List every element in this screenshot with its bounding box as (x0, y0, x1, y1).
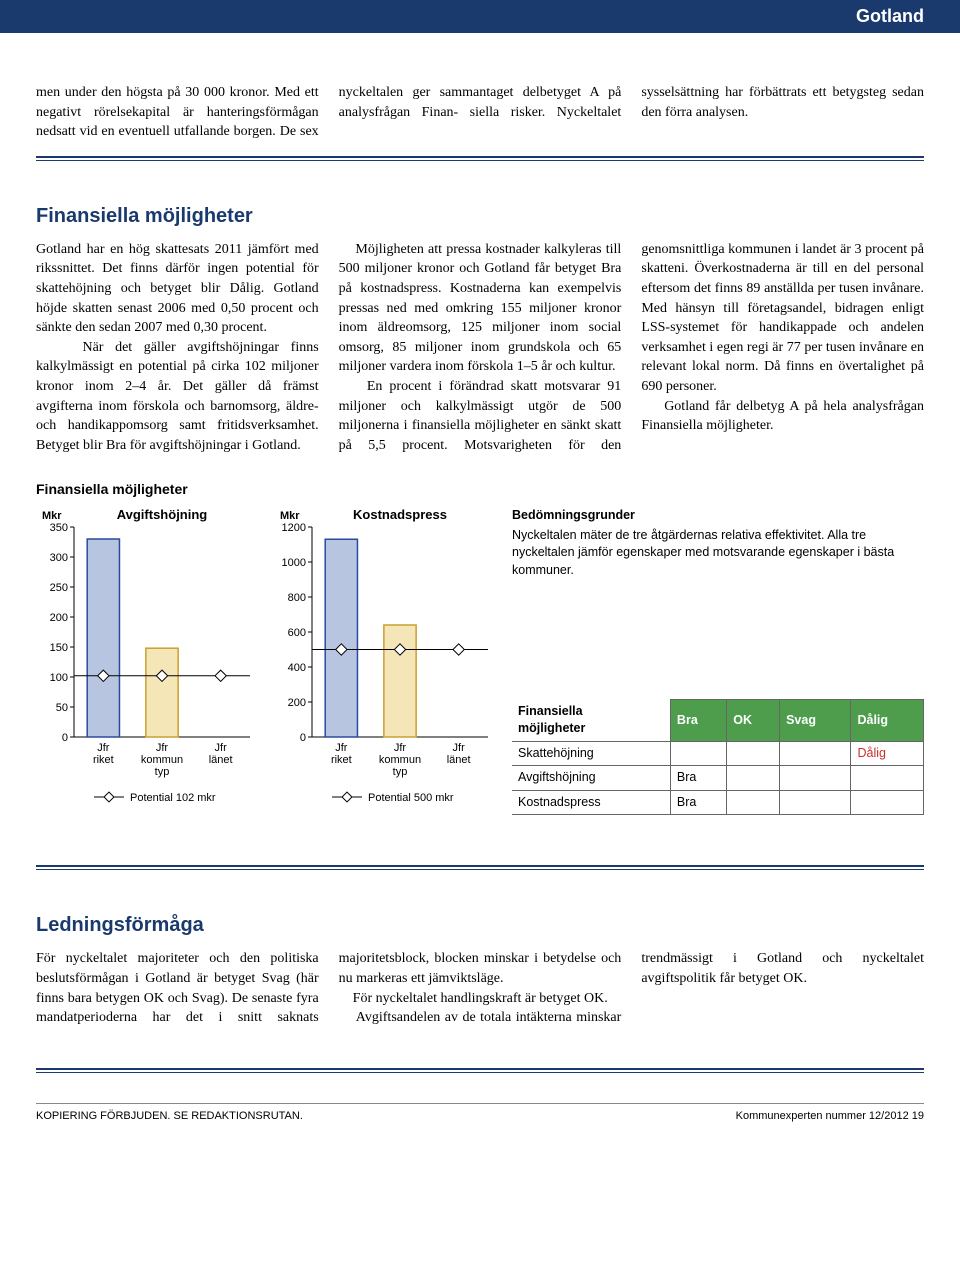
page-footer: KOPIERING FÖRBJUDEN. SE REDAKTIONSRUTAN.… (36, 1103, 924, 1122)
chart-avgiftshojning: Avgiftshöjning Mkr 0 50 100 150 200 250 300 350 Jf… (36, 507, 256, 807)
sidebox: Bedömningsgrunder Nyckeltalen mäter de t… (512, 507, 924, 815)
intro-text: men under den högsta på 30 000 kronor. M… (36, 85, 924, 139)
svg-text:Potential 500 mkr: Potential 500 mkr (368, 792, 454, 804)
svg-text:kommun: kommun (141, 754, 183, 766)
svg-text:0: 0 (62, 732, 68, 744)
svg-text:Jfr: Jfr (97, 742, 110, 754)
header-region-bar: Gotland (0, 0, 960, 33)
assessment-table: FinansiellamöjligheterBraOKSvagDåligSkat… (512, 699, 924, 815)
region-name: Gotland (856, 6, 924, 26)
figure-block: Finansiella möjligheter Avgiftshöjning Mk… (36, 481, 924, 815)
svg-text:350: 350 (50, 522, 68, 534)
svg-text:50: 50 (56, 702, 68, 714)
svg-text:Avgiftshöjning: Avgiftshöjning (117, 507, 208, 522)
svg-text:Potential 102 mkr: Potential 102 mkr (130, 792, 216, 804)
svg-text:200: 200 (50, 612, 68, 624)
svg-text:Mkr: Mkr (280, 510, 300, 522)
svg-text:länet: länet (209, 754, 233, 766)
svg-text:Jfr: Jfr (394, 742, 407, 754)
svg-text:riket: riket (331, 754, 352, 766)
section-title-ledning: Ledningsförmåga (36, 914, 924, 937)
svg-text:800: 800 (288, 592, 306, 604)
chart-kostnadspress: Kostnadspress Mkr 0 200 400 600 800 1000 1200 Jfr… (274, 507, 494, 807)
svg-text:600: 600 (288, 627, 306, 639)
figure-title: Finansiella möjligheter (36, 481, 924, 497)
svg-text:typ: typ (393, 766, 408, 778)
svg-text:250: 250 (50, 582, 68, 594)
svg-text:300: 300 (50, 552, 68, 564)
rule-divider-3 (36, 1068, 924, 1073)
svg-text:riket: riket (93, 754, 114, 766)
intro-paragraph: men under den högsta på 30 000 kronor. M… (36, 83, 924, 142)
svg-text:200: 200 (288, 697, 306, 709)
section-title-finansiella: Finansiella möjligheter (36, 205, 924, 228)
svg-text:1200: 1200 (282, 522, 306, 534)
svg-text:100: 100 (50, 672, 68, 684)
section2-body: För nyckeltalet majoriteter och den poli… (36, 949, 924, 1027)
svg-text:Jfr: Jfr (335, 742, 348, 754)
svg-text:1000: 1000 (282, 557, 306, 569)
svg-text:länet: länet (447, 754, 471, 766)
svg-text:Jfr: Jfr (453, 742, 466, 754)
svg-text:kommun: kommun (379, 754, 421, 766)
footer-right: Kommunexperten nummer 12/2012 19 (736, 1110, 924, 1122)
rule-divider-2 (36, 865, 924, 870)
svg-text:150: 150 (50, 642, 68, 654)
svg-text:Jfr: Jfr (215, 742, 228, 754)
svg-text:Kostnadspress: Kostnadspress (353, 507, 447, 522)
svg-text:typ: typ (155, 766, 170, 778)
section1-body: Gotland har en hög skattesats 2011 jämfö… (36, 240, 924, 456)
svg-text:0: 0 (300, 732, 306, 744)
svg-text:400: 400 (288, 662, 306, 674)
footer-left: KOPIERING FÖRBJUDEN. SE REDAKTIONSRUTAN. (36, 1110, 303, 1122)
svg-text:Mkr: Mkr (42, 510, 62, 522)
side-title: Bedömningsgrunder (512, 507, 924, 525)
side-text: Nyckeltalen mäter de tre åtgärdernas rel… (512, 527, 924, 580)
rule-divider (36, 156, 924, 161)
svg-text:Jfr: Jfr (156, 742, 169, 754)
